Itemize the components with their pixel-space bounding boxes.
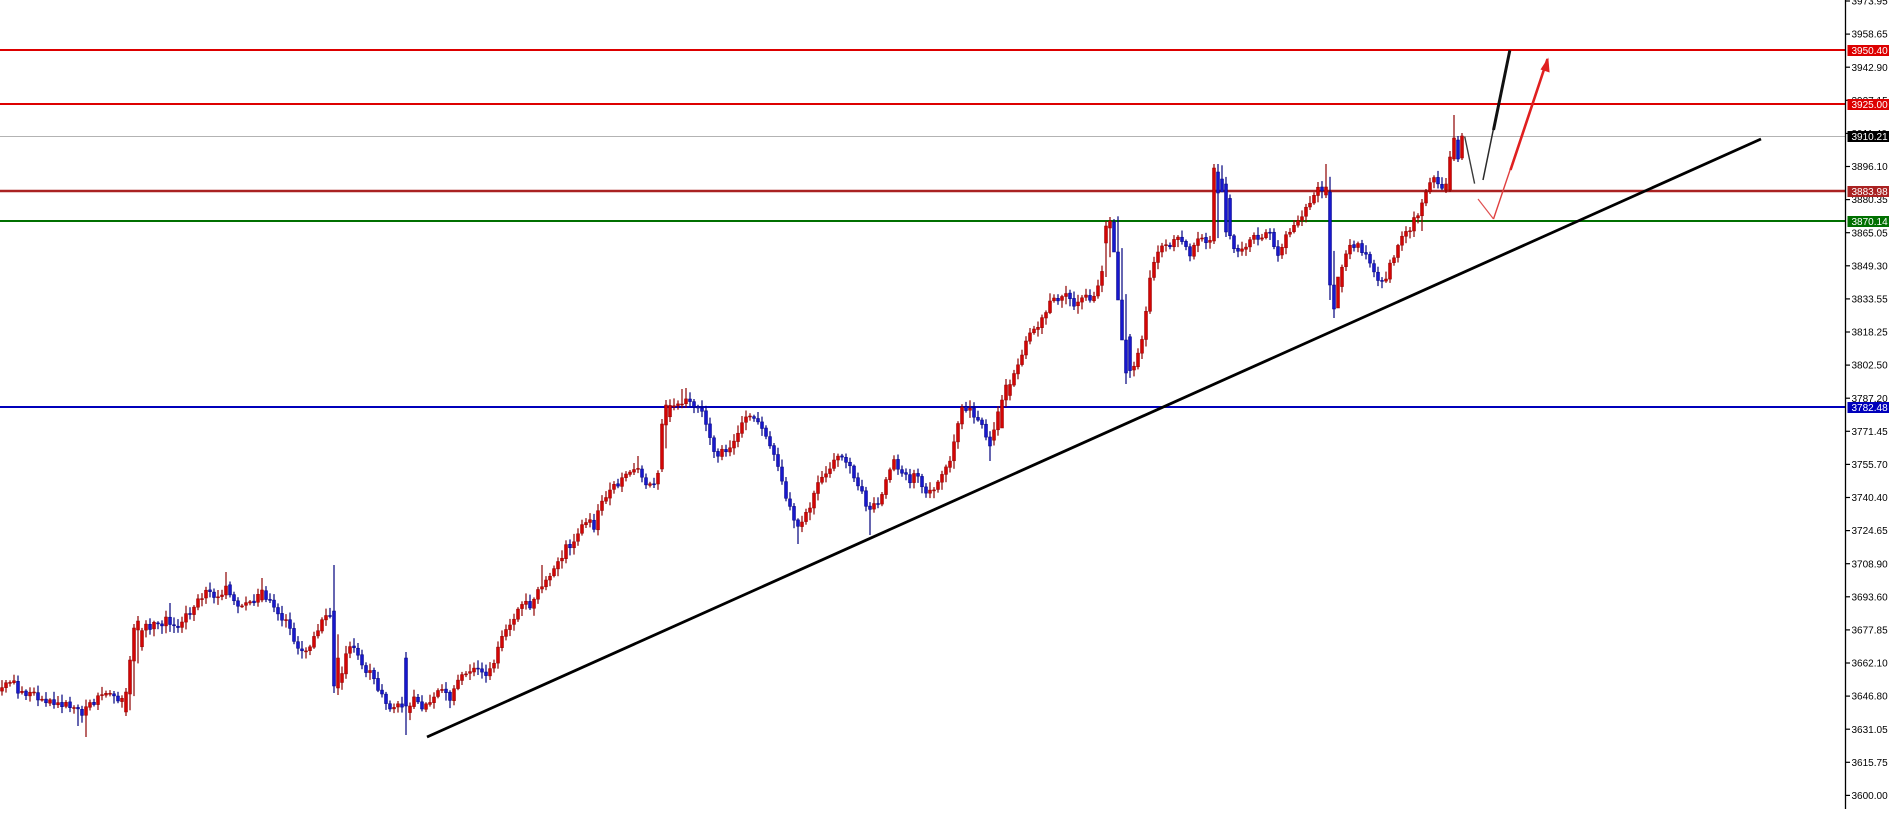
svg-text:3708.90: 3708.90 <box>1852 559 1889 570</box>
svg-text:3600.00: 3600.00 <box>1852 791 1889 802</box>
svg-text:3771.45: 3771.45 <box>1852 427 1889 438</box>
svg-text:3724.65: 3724.65 <box>1852 526 1889 537</box>
svg-text:3740.40: 3740.40 <box>1852 493 1889 504</box>
svg-text:3950.40: 3950.40 <box>1852 46 1889 57</box>
svg-text:3883.98: 3883.98 <box>1852 187 1889 198</box>
svg-text:3880.35: 3880.35 <box>1852 195 1889 206</box>
svg-text:3646.80: 3646.80 <box>1852 692 1889 703</box>
svg-text:3755.70: 3755.70 <box>1852 460 1889 471</box>
svg-text:3958.65: 3958.65 <box>1852 30 1889 41</box>
svg-text:3677.85: 3677.85 <box>1852 626 1889 637</box>
svg-text:3833.55: 3833.55 <box>1852 295 1889 306</box>
svg-text:3787.20: 3787.20 <box>1852 394 1889 405</box>
svg-text:3662.10: 3662.10 <box>1852 659 1889 670</box>
svg-text:3870.14: 3870.14 <box>1852 217 1889 228</box>
svg-text:3973.95: 3973.95 <box>1852 0 1889 8</box>
svg-text:3631.05: 3631.05 <box>1852 725 1889 736</box>
svg-text:3865.05: 3865.05 <box>1852 228 1889 239</box>
svg-text:3615.75: 3615.75 <box>1852 758 1889 769</box>
svg-text:3942.90: 3942.90 <box>1852 63 1889 74</box>
svg-text:3818.25: 3818.25 <box>1852 328 1889 339</box>
svg-text:3802.50: 3802.50 <box>1852 361 1889 372</box>
svg-text:3782.48: 3782.48 <box>1852 403 1889 414</box>
svg-text:3910.21: 3910.21 <box>1852 132 1889 143</box>
svg-text:3925.00: 3925.00 <box>1852 100 1889 111</box>
svg-text:3896.10: 3896.10 <box>1852 162 1889 173</box>
svg-text:3693.60: 3693.60 <box>1852 592 1889 603</box>
svg-text:3849.30: 3849.30 <box>1852 261 1889 272</box>
